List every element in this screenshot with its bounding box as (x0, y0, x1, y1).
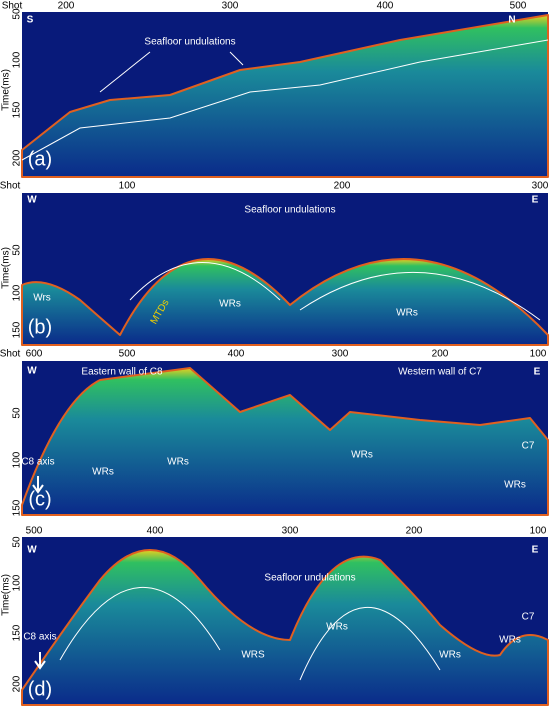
arrow (34, 652, 46, 670)
y-tick-label: 50 (12, 536, 23, 548)
annotation: WRs (326, 622, 348, 633)
y-tick-label: 150 (12, 499, 23, 516)
y-tick-label: 50 (12, 244, 23, 256)
annotation: Seafloor undulations (264, 573, 355, 584)
y-tick-label: 200 (12, 675, 23, 692)
x-axis-title: Shot (0, 349, 21, 360)
arrow (32, 476, 44, 494)
direction-label: E (532, 195, 539, 206)
panel-label: (b) (28, 316, 52, 338)
direction-label: W (27, 545, 37, 556)
annotation: WRS (241, 650, 265, 661)
x-tick-label: 400 (228, 349, 245, 360)
annotation: C8 axis (23, 632, 56, 643)
x-tick-label: 500 (26, 526, 43, 537)
annotation: C7 (522, 441, 535, 452)
annotation: Eastern wall of C8 (81, 367, 163, 378)
seafloor (21, 14, 549, 706)
x-tick-label: 600 (26, 349, 43, 360)
annotation: Wrs (33, 293, 51, 304)
y-tick-label: 150 (12, 624, 23, 641)
annotation: WRs (167, 457, 189, 468)
x-tick-label: 100 (530, 526, 547, 537)
reflector (21, 39, 549, 161)
y-axis-title: Time(ms) (1, 69, 12, 111)
x-tick-label: 300 (282, 526, 299, 537)
annotation: WRs (499, 635, 521, 646)
direction-label: N (508, 15, 515, 26)
x-axis-title: Shot (0, 181, 21, 192)
y-tick-label: 100 (12, 284, 23, 301)
pointer (229, 51, 244, 66)
pointer (99, 51, 151, 93)
reflector (129, 262, 281, 301)
annotation: Seafloor undulations (244, 205, 335, 216)
x-tick-label: 100 (119, 181, 136, 192)
x-tick-label: 400 (377, 1, 394, 12)
annotation: Western wall of C7 (398, 367, 482, 378)
seafloor-b (21, 258, 549, 346)
annotation: WRs (396, 308, 418, 319)
annotation: C7 (522, 612, 535, 623)
seafloor-a (21, 14, 549, 178)
direction-label: E (532, 545, 539, 556)
direction-label: W (27, 366, 37, 377)
x-tick-label: 400 (147, 526, 164, 537)
x-tick-label: 200 (58, 1, 75, 12)
direction-label: S (27, 15, 34, 26)
y-axis-title: Time(ms) (1, 247, 12, 289)
annotation: Seafloor undulations (144, 37, 235, 48)
x-tick-label: 500 (510, 1, 527, 12)
panel-label: (d) (28, 678, 52, 700)
reflector (59, 586, 221, 661)
x-axis-title: Shot (2, 1, 23, 12)
x-tick-label: 200 (334, 181, 351, 192)
x-tick-label: 300 (222, 1, 239, 12)
reflector (299, 607, 441, 681)
y-axis-title: Time(ms) (1, 574, 12, 616)
direction-label: E (534, 367, 541, 378)
x-tick-label: 500 (119, 349, 136, 360)
x-tick-label: 300 (332, 349, 349, 360)
annotation: WRs (92, 467, 114, 478)
panel-label: (a) (28, 148, 52, 170)
x-tick-label: 300 (532, 181, 549, 192)
x-tick-label: 200 (432, 349, 449, 360)
y-tick-label: 100 (12, 574, 23, 591)
y-tick-label: 150 (12, 101, 23, 118)
annotation: WRs (219, 299, 241, 310)
y-tick-label: 100 (12, 51, 23, 68)
panel-label: (c) (28, 488, 51, 510)
y-tick-label: 50 (12, 8, 23, 20)
annotation: C8 axis (21, 457, 54, 468)
y-tick-label: 50 (12, 407, 23, 419)
reflector (299, 271, 541, 321)
y-tick-label: 100 (12, 451, 23, 468)
reflectors (21, 39, 549, 681)
annotation: WRs (504, 480, 526, 491)
annotation: WRs (351, 450, 373, 461)
direction-label: W (27, 195, 37, 206)
y-tick-label: 150 (12, 321, 23, 338)
seafloor-c (21, 367, 549, 516)
y-tick-label: 200 (12, 149, 23, 166)
x-tick-label: 100 (530, 349, 547, 360)
annotation: WRs (439, 650, 461, 661)
x-tick-label: 200 (406, 526, 423, 537)
